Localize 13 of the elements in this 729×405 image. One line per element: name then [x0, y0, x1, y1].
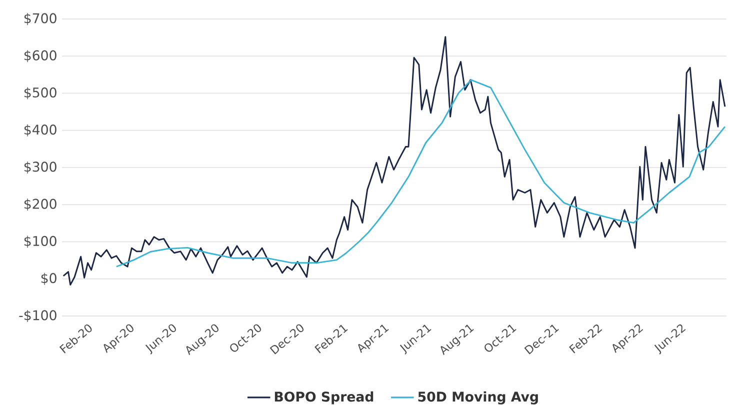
- line-series: [116, 79, 726, 268]
- legend-label: 50D Moving Avg: [418, 391, 538, 404]
- line-series: [62, 36, 726, 286]
- y-tick-label: $100: [24, 236, 56, 248]
- y-tick-label: $200: [24, 198, 56, 211]
- y-tick-label: $700: [24, 12, 56, 26]
- y-tick-label: $500: [24, 87, 56, 100]
- y-tick-label: -$100: [19, 310, 56, 322]
- y-tick-label: $600: [24, 50, 56, 62]
- y-tick-label: $300: [24, 161, 56, 174]
- legend-label: BOPO Spread: [274, 391, 374, 404]
- y-tick-label: $0: [41, 272, 56, 285]
- y-tick-label: $400: [24, 124, 56, 136]
